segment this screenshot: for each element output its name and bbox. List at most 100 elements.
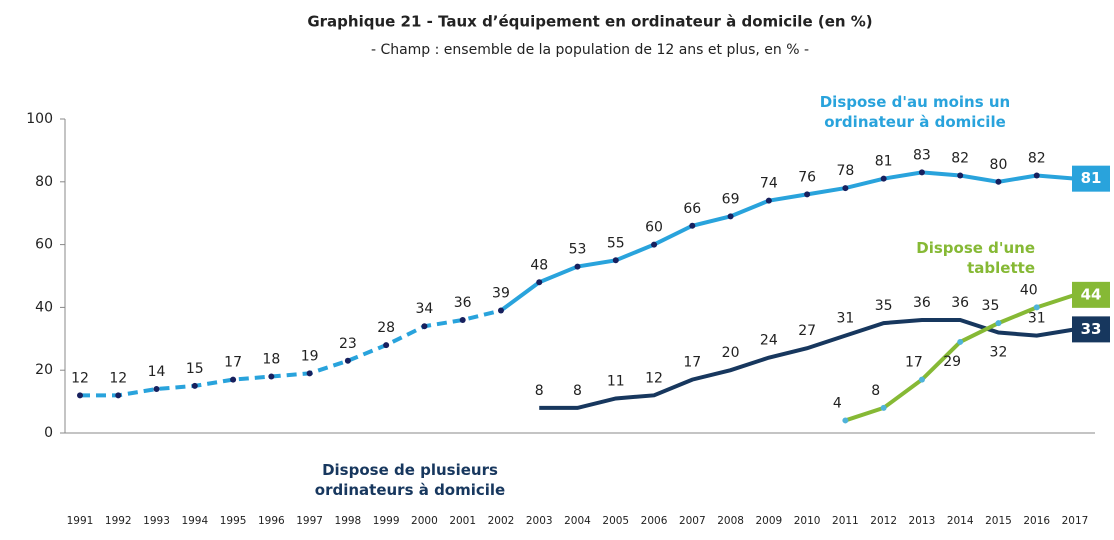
data-label: 69 <box>722 191 740 207</box>
series-annotation: Dispose d'une tablette <box>916 239 1035 277</box>
series-annotation: Dispose de plusieurs ordinateurs à domic… <box>314 461 506 499</box>
data-label: 29 <box>943 354 961 370</box>
marker <box>880 404 887 411</box>
data-label: 11 <box>607 373 625 389</box>
x-tick-label: 2005 <box>602 515 629 527</box>
marker <box>842 417 849 424</box>
x-tick-label: 2003 <box>526 515 553 527</box>
data-label: 55 <box>607 235 625 251</box>
marker <box>1033 172 1040 179</box>
chart-subtitle: - Champ : ensemble de la population de 1… <box>371 42 809 58</box>
x-tick-label: 2013 <box>909 515 936 527</box>
x-tick-label: 2004 <box>564 515 591 527</box>
data-label: 8 <box>535 383 544 399</box>
marker <box>497 307 504 314</box>
marker <box>957 338 964 345</box>
data-label: 53 <box>569 242 587 258</box>
series-line <box>80 308 502 398</box>
marker <box>268 373 275 380</box>
marker <box>536 279 543 286</box>
end-label: 33 <box>1081 320 1102 338</box>
marker <box>918 169 925 176</box>
data-label: 19 <box>301 348 319 364</box>
x-tick-label: 1995 <box>220 515 247 527</box>
x-tick-label: 2012 <box>870 515 897 527</box>
chart-title: Graphique 21 - Taux d’équipement en ordi… <box>307 13 872 31</box>
x-tick-label: 1996 <box>258 515 285 527</box>
data-label: 78 <box>836 163 854 179</box>
data-label: 24 <box>760 333 778 349</box>
data-label: 18 <box>262 351 280 367</box>
data-label: 31 <box>1028 311 1046 327</box>
marker <box>689 222 696 229</box>
x-tick-label: 2008 <box>717 515 744 527</box>
end-label-box <box>1072 316 1110 343</box>
marker <box>727 213 734 220</box>
marker <box>804 191 811 198</box>
data-label: 31 <box>836 311 854 327</box>
marker <box>153 386 160 393</box>
data-label: 80 <box>990 157 1008 173</box>
marker <box>574 263 581 270</box>
marker <box>842 185 849 192</box>
data-label: 36 <box>454 295 472 311</box>
marker <box>230 376 237 383</box>
x-tick-label: 2017 <box>1062 515 1089 527</box>
x-tick-label: 2011 <box>832 515 859 527</box>
data-label: 8 <box>573 383 582 399</box>
y-tick-label: 100 <box>26 111 53 127</box>
data-label: 27 <box>798 323 816 339</box>
x-tick-label: 2015 <box>985 515 1012 527</box>
end-label: 44 <box>1081 285 1102 303</box>
x-tick-label: 2007 <box>679 515 706 527</box>
data-label: 15 <box>186 361 204 377</box>
end-label-box <box>1072 281 1110 308</box>
data-label: 83 <box>913 147 931 163</box>
data-label: 35 <box>982 298 1000 314</box>
x-tick-label: 2010 <box>794 515 821 527</box>
marker <box>995 320 1002 327</box>
data-label: 8 <box>871 383 880 399</box>
marker <box>957 172 964 179</box>
marker <box>383 342 390 349</box>
data-label: 82 <box>951 151 969 167</box>
marker <box>880 175 887 182</box>
data-label: 82 <box>1028 151 1046 167</box>
marker <box>1033 304 1040 311</box>
data-label: 12 <box>109 370 127 386</box>
series-annotation: Dispose d'au moins un ordinateur à domic… <box>819 93 1011 131</box>
marker <box>306 370 313 377</box>
data-label: 28 <box>377 320 395 336</box>
x-tick-label: 2000 <box>411 515 438 527</box>
marker <box>421 323 428 330</box>
data-label: 34 <box>416 301 434 317</box>
series-line <box>499 170 1076 313</box>
x-tick-label: 2001 <box>449 515 476 527</box>
data-label: 66 <box>683 201 701 217</box>
x-tick-label: 1997 <box>296 515 323 527</box>
marker <box>651 241 658 248</box>
y-tick-label: 20 <box>35 362 53 378</box>
data-label: 48 <box>530 257 548 273</box>
y-tick-label: 60 <box>35 237 53 253</box>
x-tick-label: 2002 <box>488 515 515 527</box>
end-label: 81 <box>1081 169 1102 187</box>
data-label: 81 <box>875 154 893 170</box>
x-tick-label: 1993 <box>143 515 170 527</box>
data-label: 76 <box>798 169 816 185</box>
marker <box>191 382 198 389</box>
x-tick-label: 1992 <box>105 515 132 527</box>
data-label: 36 <box>951 295 969 311</box>
data-label: 17 <box>905 355 923 371</box>
y-tick-label: 40 <box>35 299 53 315</box>
x-tick-label: 2014 <box>947 515 974 527</box>
marker <box>115 392 122 399</box>
data-label: 20 <box>722 345 740 361</box>
data-label: 4 <box>833 395 842 411</box>
data-label: 17 <box>683 355 701 371</box>
marker <box>459 316 466 323</box>
x-tick-label: 2009 <box>755 515 782 527</box>
marker <box>995 178 1002 185</box>
